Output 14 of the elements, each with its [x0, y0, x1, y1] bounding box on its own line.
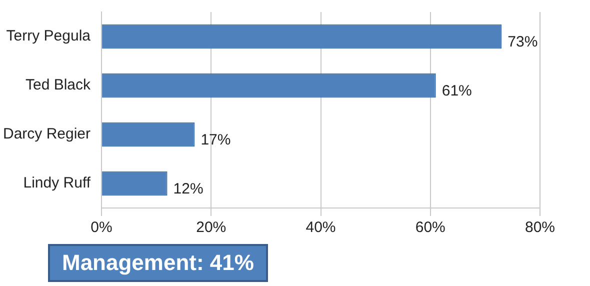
y-tick-label: Terry Pegula	[6, 28, 92, 45]
x-tick-label: 80%	[524, 219, 556, 236]
x-tick-label: 0%	[90, 219, 112, 236]
x-tick-label: 20%	[196, 219, 226, 236]
data-label: 61%	[442, 82, 472, 100]
y-tick-label: Ted Black	[25, 76, 92, 94]
y-tick-label: Lindy Ruff	[23, 174, 92, 192]
data-label: 17%	[200, 132, 231, 149]
text: Management: 41%	[48, 244, 268, 282]
x-tick-label: 40%	[306, 219, 336, 236]
data-label: 73%	[508, 34, 538, 51]
y-tick-label: Darcy Regier	[2, 126, 91, 143]
x-tick-label: 60%	[415, 219, 446, 236]
data-label: 12%	[173, 180, 204, 198]
